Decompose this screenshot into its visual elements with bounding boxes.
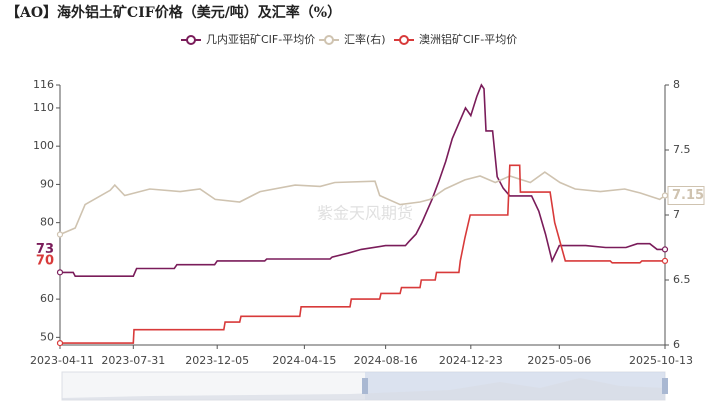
y2-tick-label: 6.5 <box>673 273 691 286</box>
x-tick-label: 2024-08-16 <box>354 354 418 367</box>
point-marker <box>661 192 669 199</box>
legend-marker <box>186 35 196 45</box>
point-marker <box>661 257 669 264</box>
zoom-handle[interactable] <box>662 378 668 394</box>
chart-title: 【AO】海外铝土矿CIF价格（美元/吨）及汇率（%） <box>6 4 341 21</box>
series-line <box>60 164 665 344</box>
legend-item[interactable]: 澳洲铝矿CIF-平均价 <box>394 32 517 46</box>
y-tick-label: 60 <box>40 292 54 305</box>
legend-marker <box>324 35 334 45</box>
y-tick-label: 100 <box>33 139 54 152</box>
legend-item[interactable]: 汇率(右) <box>319 32 386 46</box>
y2-tick-label: 7 <box>673 208 680 221</box>
y-tick-label: 50 <box>40 330 54 343</box>
y-tick-label: 80 <box>40 216 54 229</box>
legend-label: 澳洲铝矿CIF-平均价 <box>419 32 517 46</box>
y-tick-label: 116 <box>33 78 54 91</box>
legend-label: 几内亚铝矿CIF-平均价 <box>206 32 315 46</box>
x-tick-label: 2024-04-15 <box>272 354 336 367</box>
end-label-box <box>34 252 56 269</box>
end-label: 7.15 <box>672 188 704 203</box>
series-line <box>59 171 666 236</box>
x-tick-label: 2023-12-05 <box>185 354 249 367</box>
y-tick-label: 110 <box>33 101 54 114</box>
x-tick-label: 2024-12-23 <box>439 354 503 367</box>
x-tick-label: 2023-04-11 <box>30 354 94 367</box>
end-label-box <box>667 186 705 205</box>
legend-item[interactable]: 几内亚铝矿CIF-平均价 <box>181 32 315 46</box>
y2-tick-label: 7.5 <box>673 143 691 156</box>
zoom-preview <box>62 378 665 400</box>
zoom-handle[interactable] <box>362 378 368 394</box>
watermark: 紫金天风期货 <box>317 204 413 223</box>
legend-marker <box>399 35 409 45</box>
series-line <box>60 83 665 277</box>
x-tick-label: 2025-05-06 <box>527 354 591 367</box>
point-marker <box>56 269 64 276</box>
point-marker <box>661 246 669 253</box>
x-tick-label: 2023-07-31 <box>101 354 165 367</box>
point-marker <box>56 231 64 238</box>
y2-tick-label: 8 <box>673 78 680 91</box>
y-tick-label: 90 <box>40 177 54 190</box>
end-label: 70 <box>36 253 54 268</box>
data-zoom[interactable] <box>61 371 668 401</box>
legend-label: 汇率(右) <box>344 32 386 46</box>
point-marker <box>56 339 64 347</box>
x-tick-label: 2025-10-13 <box>629 354 693 367</box>
y2-tick-label: 6 <box>673 338 680 351</box>
